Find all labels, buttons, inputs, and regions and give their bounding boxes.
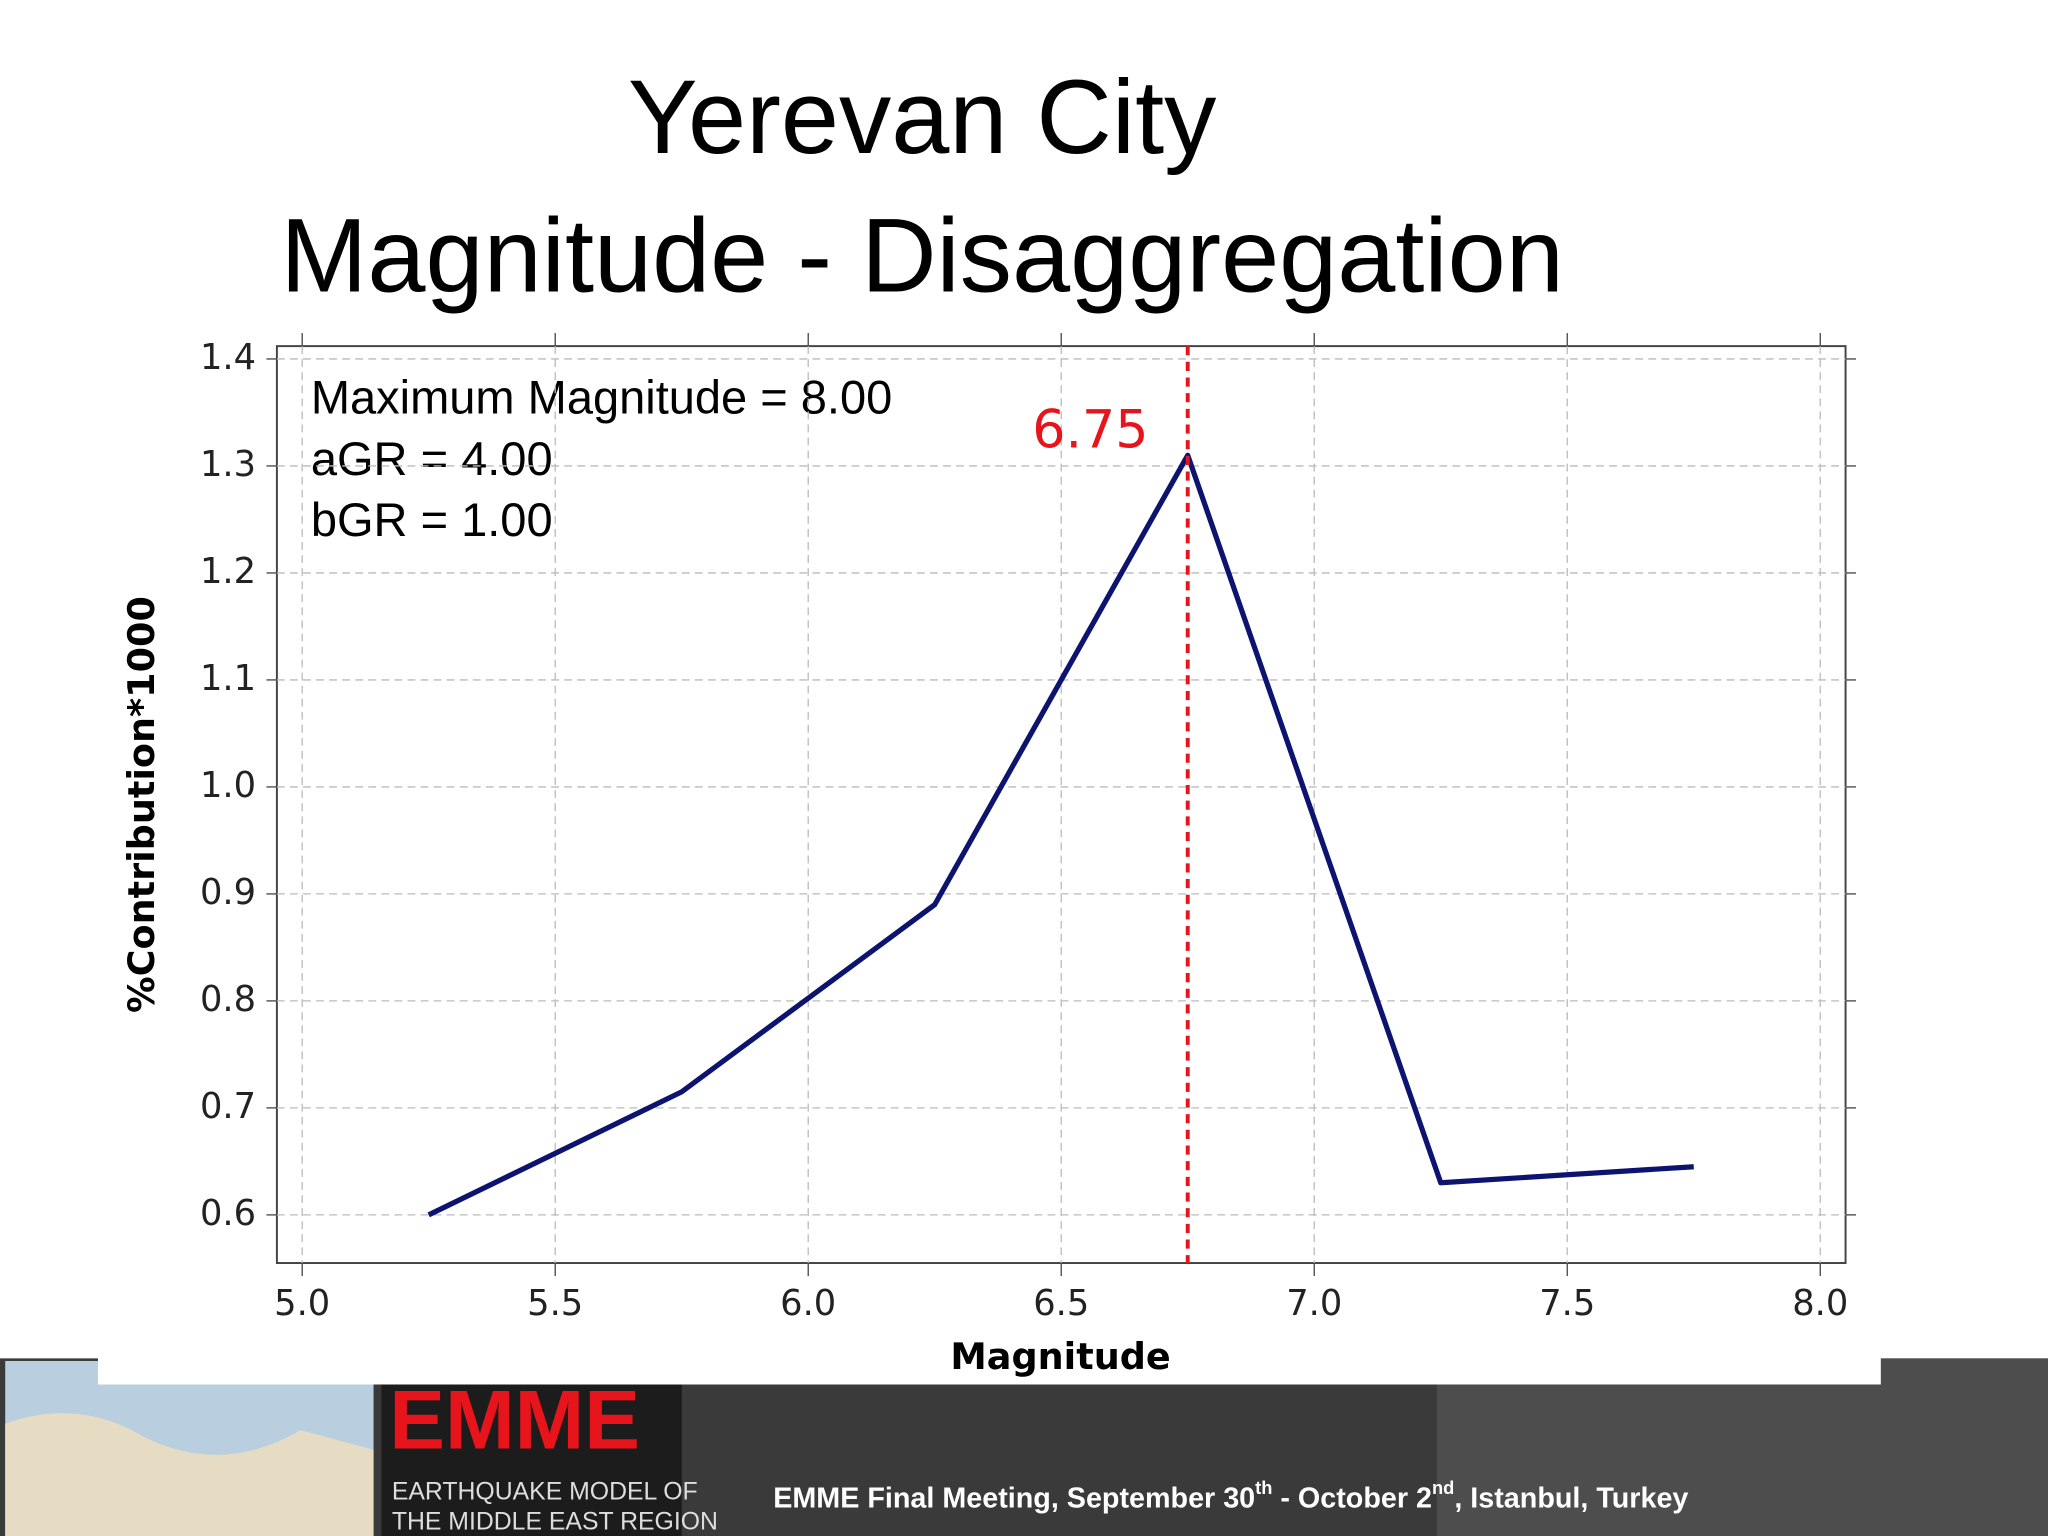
y-tick-label: 1.0 [200,765,256,806]
title: Yerevan City [628,59,1217,176]
annotation: aGR = 4.00 [311,432,553,485]
y-tick-label: 1.3 [200,444,256,485]
footer-photo [1436,1358,2048,1536]
x-axis-label: Magnitude [950,1335,1170,1378]
data-line [427,452,1694,1218]
logo-line: THE MIDDLE EAST REGION [392,1508,718,1535]
x-tick-label: 8.0 [1792,1283,1848,1324]
x-tick-label: 5.5 [527,1283,583,1324]
title: Magnitude - Disaggregation [280,197,1563,314]
y-tick-label: 1.4 [200,337,256,378]
logo-box [381,1360,682,1536]
x-tick-label: 7.5 [1539,1283,1595,1324]
meeting-text: EMME Final Meeting, September 30th - Oct… [773,1477,1688,1514]
y-tick-label: 0.9 [200,872,256,913]
logo: EMME [389,1372,640,1466]
annotation: Maximum Magnitude = 8.00 [311,370,892,423]
y-tick-label: 1.1 [200,658,256,699]
marker-label: 6.75 [1032,401,1148,461]
y-tick-label: 0.6 [200,1193,256,1234]
y-axis-label: %Contribution*1000 [120,596,163,1013]
y-tick-label: 0.7 [200,1086,256,1127]
map-land [5,1413,374,1536]
x-tick-label: 5.0 [274,1283,330,1324]
annotation: bGR = 1.00 [311,493,553,546]
x-tick-label: 6.0 [780,1283,836,1324]
y-tick-label: 0.8 [200,979,256,1020]
logo-line: EARTHQUAKE MODEL OF [392,1478,698,1505]
y-tick-label: 1.2 [200,551,256,592]
x-tick-label: 6.5 [1033,1283,1089,1324]
x-tick-label: 7.0 [1286,1283,1342,1324]
